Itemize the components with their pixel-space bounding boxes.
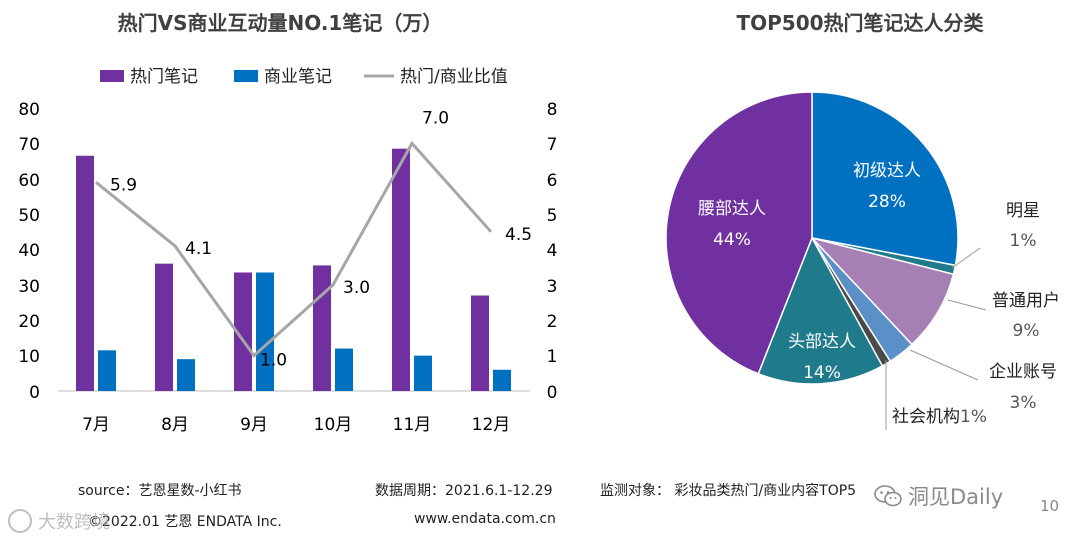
bar-hot [76,155,94,391]
pie-chart-title: TOP500热门笔记达人分类 [736,11,983,35]
bar-commercial [493,369,511,391]
y-tick-right: 2 [547,312,558,332]
footer-copyright: ©2022.01 艺恩 ENDATA Inc. [88,514,282,530]
footer-source: source：艺恩星数-小红书 [78,483,242,499]
y-axis-right: 8 7 6 5 4 3 2 1 0 [547,100,558,403]
y-tick-right: 1 [547,347,558,367]
pie-label-waist-name: 腰部达人 [698,199,766,219]
ratio-data-label: 4.5 [505,225,532,245]
pie-labels: 初级达人 28% 明星 1% 普通用户 9% 企业账号 3% 社会机构1% 头部… [698,161,1060,427]
pie-label-waist-pct: 44% [713,230,751,250]
legend-label-hot: 热门笔记 [130,67,198,87]
pie-label-institution-name: 社会机构 [892,407,960,427]
x-tick-label: 8月 [161,415,189,435]
ratio-line-path [95,140,493,358]
legend-swatch-commercial [234,70,258,82]
bar-hot [313,265,331,391]
footer-website: www.endata.com.cn [414,511,556,527]
bar-commercial [414,355,432,391]
ratio-data-label: 4.1 [185,239,212,259]
y-tick-left: 50 [18,206,40,226]
bar-commercial [98,350,116,391]
bar-commercial [335,348,353,391]
page-number: 10 [1040,497,1060,515]
watermark-right-text: 洞见Daily [908,485,1004,509]
legend-label-commercial: 商业笔记 [264,67,332,87]
pie-slice-2 [809,236,955,346]
bar-commercial [177,359,195,391]
pie-slices [665,91,959,385]
legend-swatch-hot [100,70,124,82]
bar-marks [76,148,511,391]
y-tick-right: 3 [547,277,558,297]
pie-slice-0 [811,91,959,267]
y-tick-left: 10 [18,347,40,367]
bar-hot [471,295,489,391]
pie-label-institution: 社会机构1% [892,407,987,427]
pie-label-institution-pct: 1% [960,407,987,427]
x-tick-label: 7月 [82,415,110,435]
watermark-left-text: 大数跨境 [38,512,110,533]
y-tick-left: 0 [29,383,40,403]
y-tick-right: 6 [547,171,558,191]
pie-label-star-name: 明星 [1006,201,1040,221]
x-tick-label: 9月 [240,415,268,435]
bar-commercial [256,272,274,391]
pie-label-regular-name: 普通用户 [992,291,1060,311]
wechat-icon [874,485,902,507]
y-tick-left: 20 [18,312,40,332]
footer-period: 数据周期：2021.6.1-12.29 [375,483,553,499]
bar-hot [234,272,252,391]
y-tick-left: 30 [18,277,40,297]
pie-slice-5 [757,236,884,385]
bar-chart-legend: 热门笔记 商业笔记 热门/商业比值 [100,67,508,87]
pie-leader-lines [885,247,987,430]
pie-label-enterprise-name: 企业账号 [989,362,1057,382]
x-tick-label: 10月 [314,415,353,435]
bar-chart-title: 热门VS商业互动量NO.1笔记（万） [118,11,443,35]
y-tick-right: 7 [547,135,558,155]
y-tick-right: 5 [547,206,558,226]
pie-label-enterprise-pct: 3% [1010,393,1037,413]
legend-label-ratio: 热门/商业比值 [400,67,508,87]
pie-label-head-pct: 14% [803,363,841,383]
y-tick-left: 60 [18,171,40,191]
leader-line-star [951,247,981,269]
ratio-data-label: 3.0 [343,278,370,298]
pie-label-junior-pct: 28% [868,192,906,212]
watermark-right: 洞见Daily [870,481,1008,511]
x-axis: 7月 8月 9月 10月 11月 12月 [82,415,510,435]
y-tick-right: 8 [547,100,558,120]
bar-hot [155,263,173,391]
watermark-left-logo-icon [8,509,32,533]
y-tick-left: 70 [18,135,40,155]
x-tick-label: 12月 [472,415,511,435]
bar-line-chart: 热门VS商业互动量NO.1笔记（万） 热门笔记 商业笔记 热门/商业比值 80 … [18,11,558,435]
pie-label-star-pct: 1% [1010,231,1037,251]
leader-line-enterprise [909,349,979,381]
y-tick-right: 0 [547,383,558,403]
bar-hot [392,148,410,391]
y-tick-left: 80 [18,100,40,120]
pie-label-junior-name: 初级达人 [853,161,921,181]
ratio-data-label: 5.9 [110,175,137,195]
pie-label-regular-pct: 9% [1013,321,1040,341]
x-tick-label: 11月 [393,415,432,435]
pie-label-head-name: 头部达人 [788,332,856,352]
watermark-left: 大数跨境 [8,508,110,534]
leader-line-regular [947,299,987,311]
y-axis-left: 80 70 60 50 40 30 20 10 0 [18,100,40,403]
ratio-data-label: 7.0 [422,108,449,128]
pie-chart: TOP500热门笔记达人分类 初级达人 28% 明星 1% 普通用户 9% 企业… [665,11,1060,430]
footer-target: 监测对象： 彩妆品类热门/商业内容TOP5 [600,483,857,499]
pie-slice-6 [665,91,813,375]
y-tick-right: 4 [547,241,558,261]
ratio-line [95,140,493,358]
ratio-data-label: 1.0 [260,351,287,371]
y-tick-left: 40 [18,241,40,261]
